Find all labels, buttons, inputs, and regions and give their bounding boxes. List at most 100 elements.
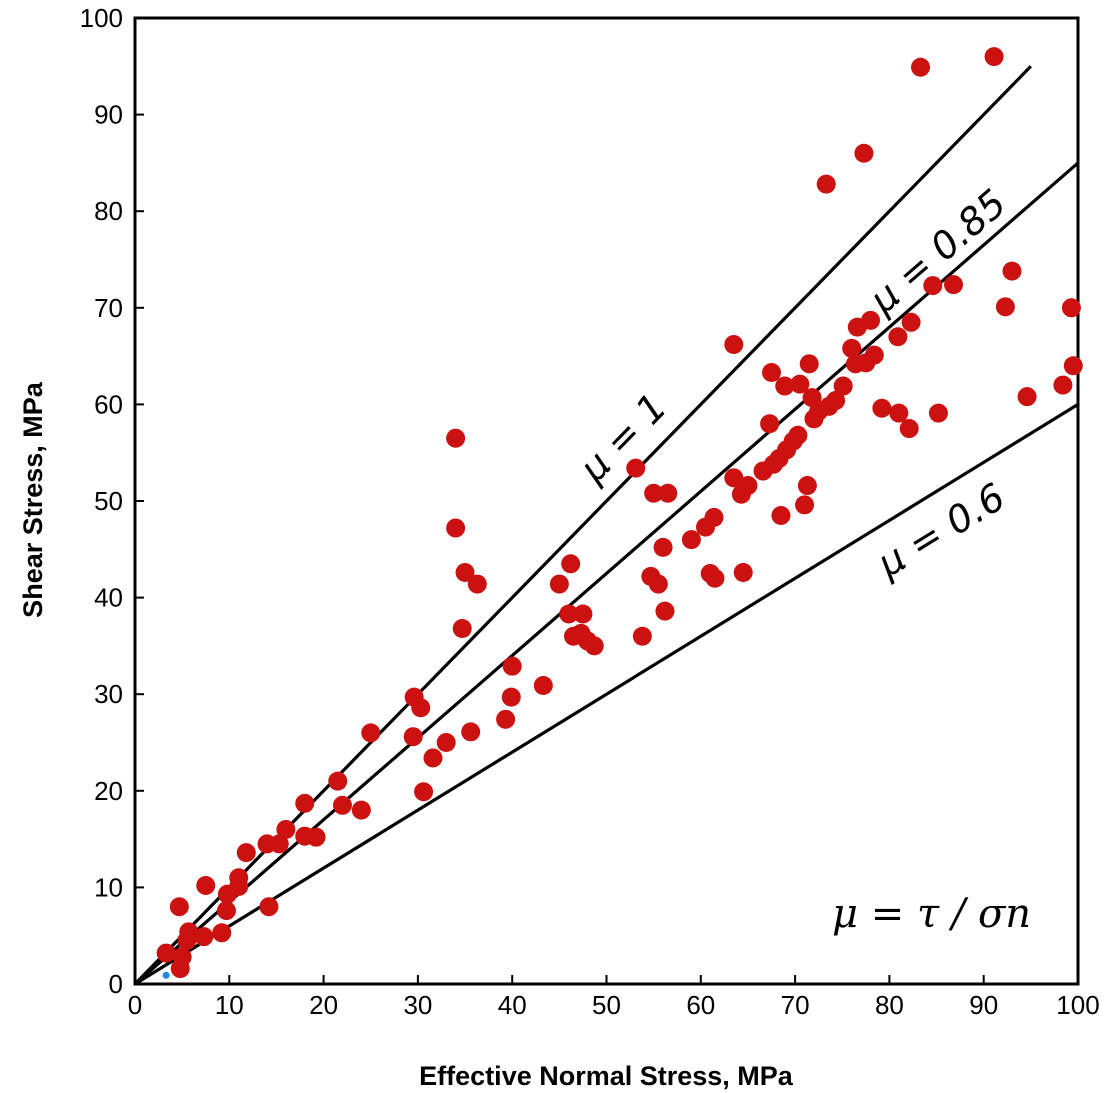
data-point (705, 568, 725, 588)
data-point (864, 345, 884, 365)
data-point (306, 827, 326, 847)
y-tick-label: 40 (94, 583, 123, 613)
data-point (644, 483, 664, 503)
data-point (704, 507, 724, 527)
data-point (648, 574, 668, 594)
data-point (461, 722, 481, 742)
y-tick-label: 50 (94, 486, 123, 516)
data-point (626, 458, 646, 478)
data-point (332, 795, 352, 815)
line-label-mu-1: μ = 1 (570, 385, 675, 491)
y-tick-label: 100 (80, 3, 123, 33)
data-point (229, 868, 249, 888)
data-point (1053, 375, 1073, 395)
x-tick-label: 40 (498, 990, 527, 1020)
y-tick-label: 90 (94, 100, 123, 130)
data-point (212, 923, 232, 943)
data-point (984, 47, 1004, 67)
data-point (177, 931, 197, 951)
data-point (259, 897, 279, 917)
data-point (269, 834, 289, 854)
data-point (361, 723, 381, 743)
x-axis-title: Effective Normal Stress, MPa (419, 1061, 794, 1091)
data-point (928, 403, 948, 423)
data-point (788, 425, 808, 445)
reference-line-1 (133, 161, 1080, 986)
data-point (653, 537, 673, 557)
data-point (533, 676, 553, 696)
data-point (738, 476, 758, 496)
data-point (446, 428, 466, 448)
data-point (169, 897, 189, 917)
data-point (899, 419, 919, 439)
data-point (1002, 261, 1022, 281)
data-point (1063, 356, 1083, 376)
data-point (561, 554, 581, 574)
data-point (573, 604, 593, 624)
data-point (681, 530, 701, 550)
data-point (762, 363, 782, 383)
data-point (328, 771, 348, 791)
data-point (501, 687, 521, 707)
data-point (584, 636, 604, 656)
data-point (502, 656, 522, 676)
data-point (403, 727, 423, 747)
data-point (452, 619, 472, 639)
data-point (795, 495, 815, 515)
data-point (496, 709, 516, 729)
data-point (411, 698, 431, 718)
data-point (799, 354, 819, 374)
data-point (295, 793, 315, 813)
data-point (923, 276, 943, 296)
y-tick-label: 60 (94, 389, 123, 419)
data-point (632, 626, 652, 646)
data-point (724, 468, 744, 488)
data-point-highlight (162, 971, 170, 979)
data-point (658, 483, 678, 503)
x-tick-label: 30 (403, 990, 432, 1020)
data-point (194, 927, 214, 947)
data-point (854, 143, 874, 163)
x-axis-ticks: 0 10 20 30 40 50 60 70 80 90 100 (128, 975, 1100, 1020)
data-point (436, 733, 456, 752)
y-axis-title: Shear Stress, MPa (18, 381, 48, 618)
y-tick-label: 80 (94, 196, 123, 226)
data-point (790, 374, 810, 394)
data-point (733, 562, 753, 582)
line-label-mu-06: μ = 0.6 (869, 475, 1013, 587)
data-point (446, 518, 466, 538)
data-point (455, 562, 475, 582)
data-point (655, 601, 675, 621)
x-tick-label: 70 (781, 990, 810, 1020)
y-axis-ticks: 0 10 20 30 40 50 60 70 80 90 100 (80, 3, 144, 999)
data-points (156, 47, 1083, 979)
data-point (889, 403, 909, 423)
data-point (724, 335, 744, 355)
y-tick-label: 30 (94, 679, 123, 709)
reference-line-2 (134, 403, 1079, 986)
data-point (216, 901, 236, 921)
x-tick-label: 90 (969, 990, 998, 1020)
x-tick-label: 50 (592, 990, 621, 1020)
data-point (842, 338, 862, 358)
line-label-mu-085: μ = 0.85 (860, 181, 1014, 323)
data-point (170, 959, 190, 979)
x-tick-label: 20 (309, 990, 338, 1020)
data-point (911, 57, 931, 77)
data-point (826, 391, 846, 411)
data-point (797, 476, 817, 496)
data-point (1017, 387, 1037, 407)
data-point (816, 174, 836, 194)
y-tick-label: 0 (109, 969, 123, 999)
data-point (414, 782, 434, 802)
data-point (559, 604, 579, 624)
data-point (775, 376, 795, 396)
data-point (901, 312, 921, 332)
formula-label: μ = τ / σn (832, 891, 1031, 937)
y-tick-label: 20 (94, 776, 123, 806)
data-point (861, 310, 881, 330)
data-point (1061, 298, 1081, 318)
data-point (549, 574, 569, 594)
data-point (995, 297, 1015, 317)
